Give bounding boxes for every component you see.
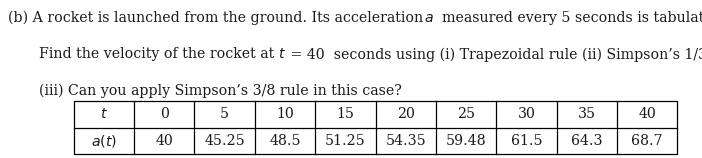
Text: 59.48: 59.48 [446,134,486,148]
Text: 40: 40 [155,134,173,148]
Text: 15: 15 [336,107,355,121]
Text: $a(t)$: $a(t)$ [91,133,117,149]
Text: (iii) Can you apply Simpson’s 3/8 rule in this case?: (iii) Can you apply Simpson’s 3/8 rule i… [39,84,402,98]
Text: $t$: $t$ [100,107,108,121]
Text: 30: 30 [517,107,536,121]
Text: 48.5: 48.5 [269,134,301,148]
Text: 45.25: 45.25 [204,134,245,148]
Text: 54.35: 54.35 [385,134,426,148]
Text: 51.25: 51.25 [325,134,366,148]
Text: Find the velocity of the rocket at: Find the velocity of the rocket at [39,47,274,61]
Text: 5: 5 [220,107,229,121]
Text: 25: 25 [457,107,475,121]
Text: 10: 10 [276,107,294,121]
Text: 64.3: 64.3 [571,134,602,148]
Text: (b) A rocket is launched from the ground. Its acceleration: (b) A rocket is launched from the ground… [8,11,423,25]
Text: 35: 35 [578,107,596,121]
Text: 40: 40 [638,107,656,121]
Text: = 40  seconds using (i) Trapezoidal rule (ii) Simpson’s 1/3 rule and: = 40 seconds using (i) Trapezoidal rule … [286,47,702,62]
Text: measured every 5 seconds is tabulated below.: measured every 5 seconds is tabulated be… [433,11,702,25]
Text: 0: 0 [160,107,168,121]
Text: 61.5: 61.5 [510,134,543,148]
Text: $t$: $t$ [274,47,286,61]
Text: 20: 20 [397,107,415,121]
Bar [74,101,677,154]
Text: $a$: $a$ [423,11,433,25]
Text: 68.7: 68.7 [631,134,663,148]
